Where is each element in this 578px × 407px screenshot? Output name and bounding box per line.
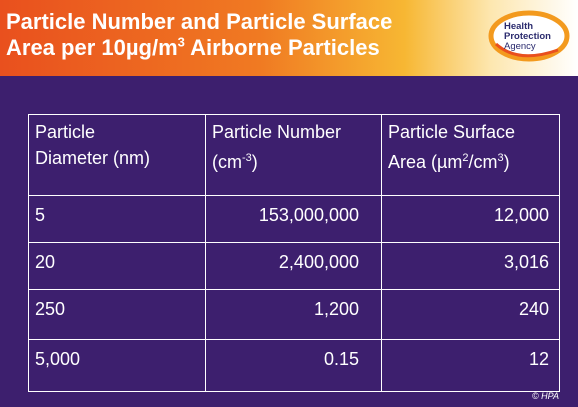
hpa-logo: Health Protection Agency	[488, 10, 570, 62]
cell-number: 1,200	[205, 290, 381, 340]
cell-number: 153,000,000	[205, 196, 381, 243]
cell-number: 0.15	[205, 340, 381, 392]
title-line-1: Particle Number and Particle Surface	[6, 9, 393, 34]
cell-surface: 240	[381, 290, 559, 340]
table-row: 20 2,400,000 3,016	[29, 242, 559, 290]
logo-line-agency: Agency	[504, 41, 536, 52]
title-line-2-pre: Area per 10µg/m	[6, 35, 178, 60]
cell-surface: 12	[381, 340, 559, 392]
copyright-notice: © HPA	[532, 391, 559, 401]
header-banner: Particle Number and Particle Surface Are…	[0, 0, 578, 76]
table-row: 5,000 0.15 12	[29, 339, 559, 392]
table-row: 250 1,200 240	[29, 289, 559, 340]
cell-diameter: 5	[35, 205, 46, 225]
cell-diameter: 5,000	[35, 349, 81, 369]
cell-surface: 3,016	[381, 243, 559, 290]
title-superscript: 3	[177, 34, 185, 50]
logo-line-protection: Protection	[504, 31, 551, 42]
table-header-row: Particle Diameter (nm) Particle Number (…	[29, 115, 559, 195]
table-row: 5 153,000,000 12,000	[29, 195, 559, 243]
cell-diameter: 250	[35, 299, 66, 319]
logo-line-health: Health	[504, 21, 534, 32]
header-cell-surface: Particle Surface Area (µm2/cm3)	[381, 115, 559, 195]
slide-title: Particle Number and Particle Surface Are…	[6, 9, 466, 61]
header-cell-number: Particle Number (cm-3)	[205, 115, 381, 195]
particle-table: Particle Diameter (nm) Particle Number (…	[28, 114, 560, 392]
cell-diameter: 20	[35, 252, 56, 272]
header-cell-diameter: Particle Diameter (nm)	[35, 122, 151, 168]
cell-number: 2,400,000	[205, 243, 381, 290]
title-line-2-post: Airborne Particles	[184, 35, 380, 60]
logo-ring-icon	[488, 10, 570, 62]
cell-surface: 12,000	[381, 196, 559, 243]
